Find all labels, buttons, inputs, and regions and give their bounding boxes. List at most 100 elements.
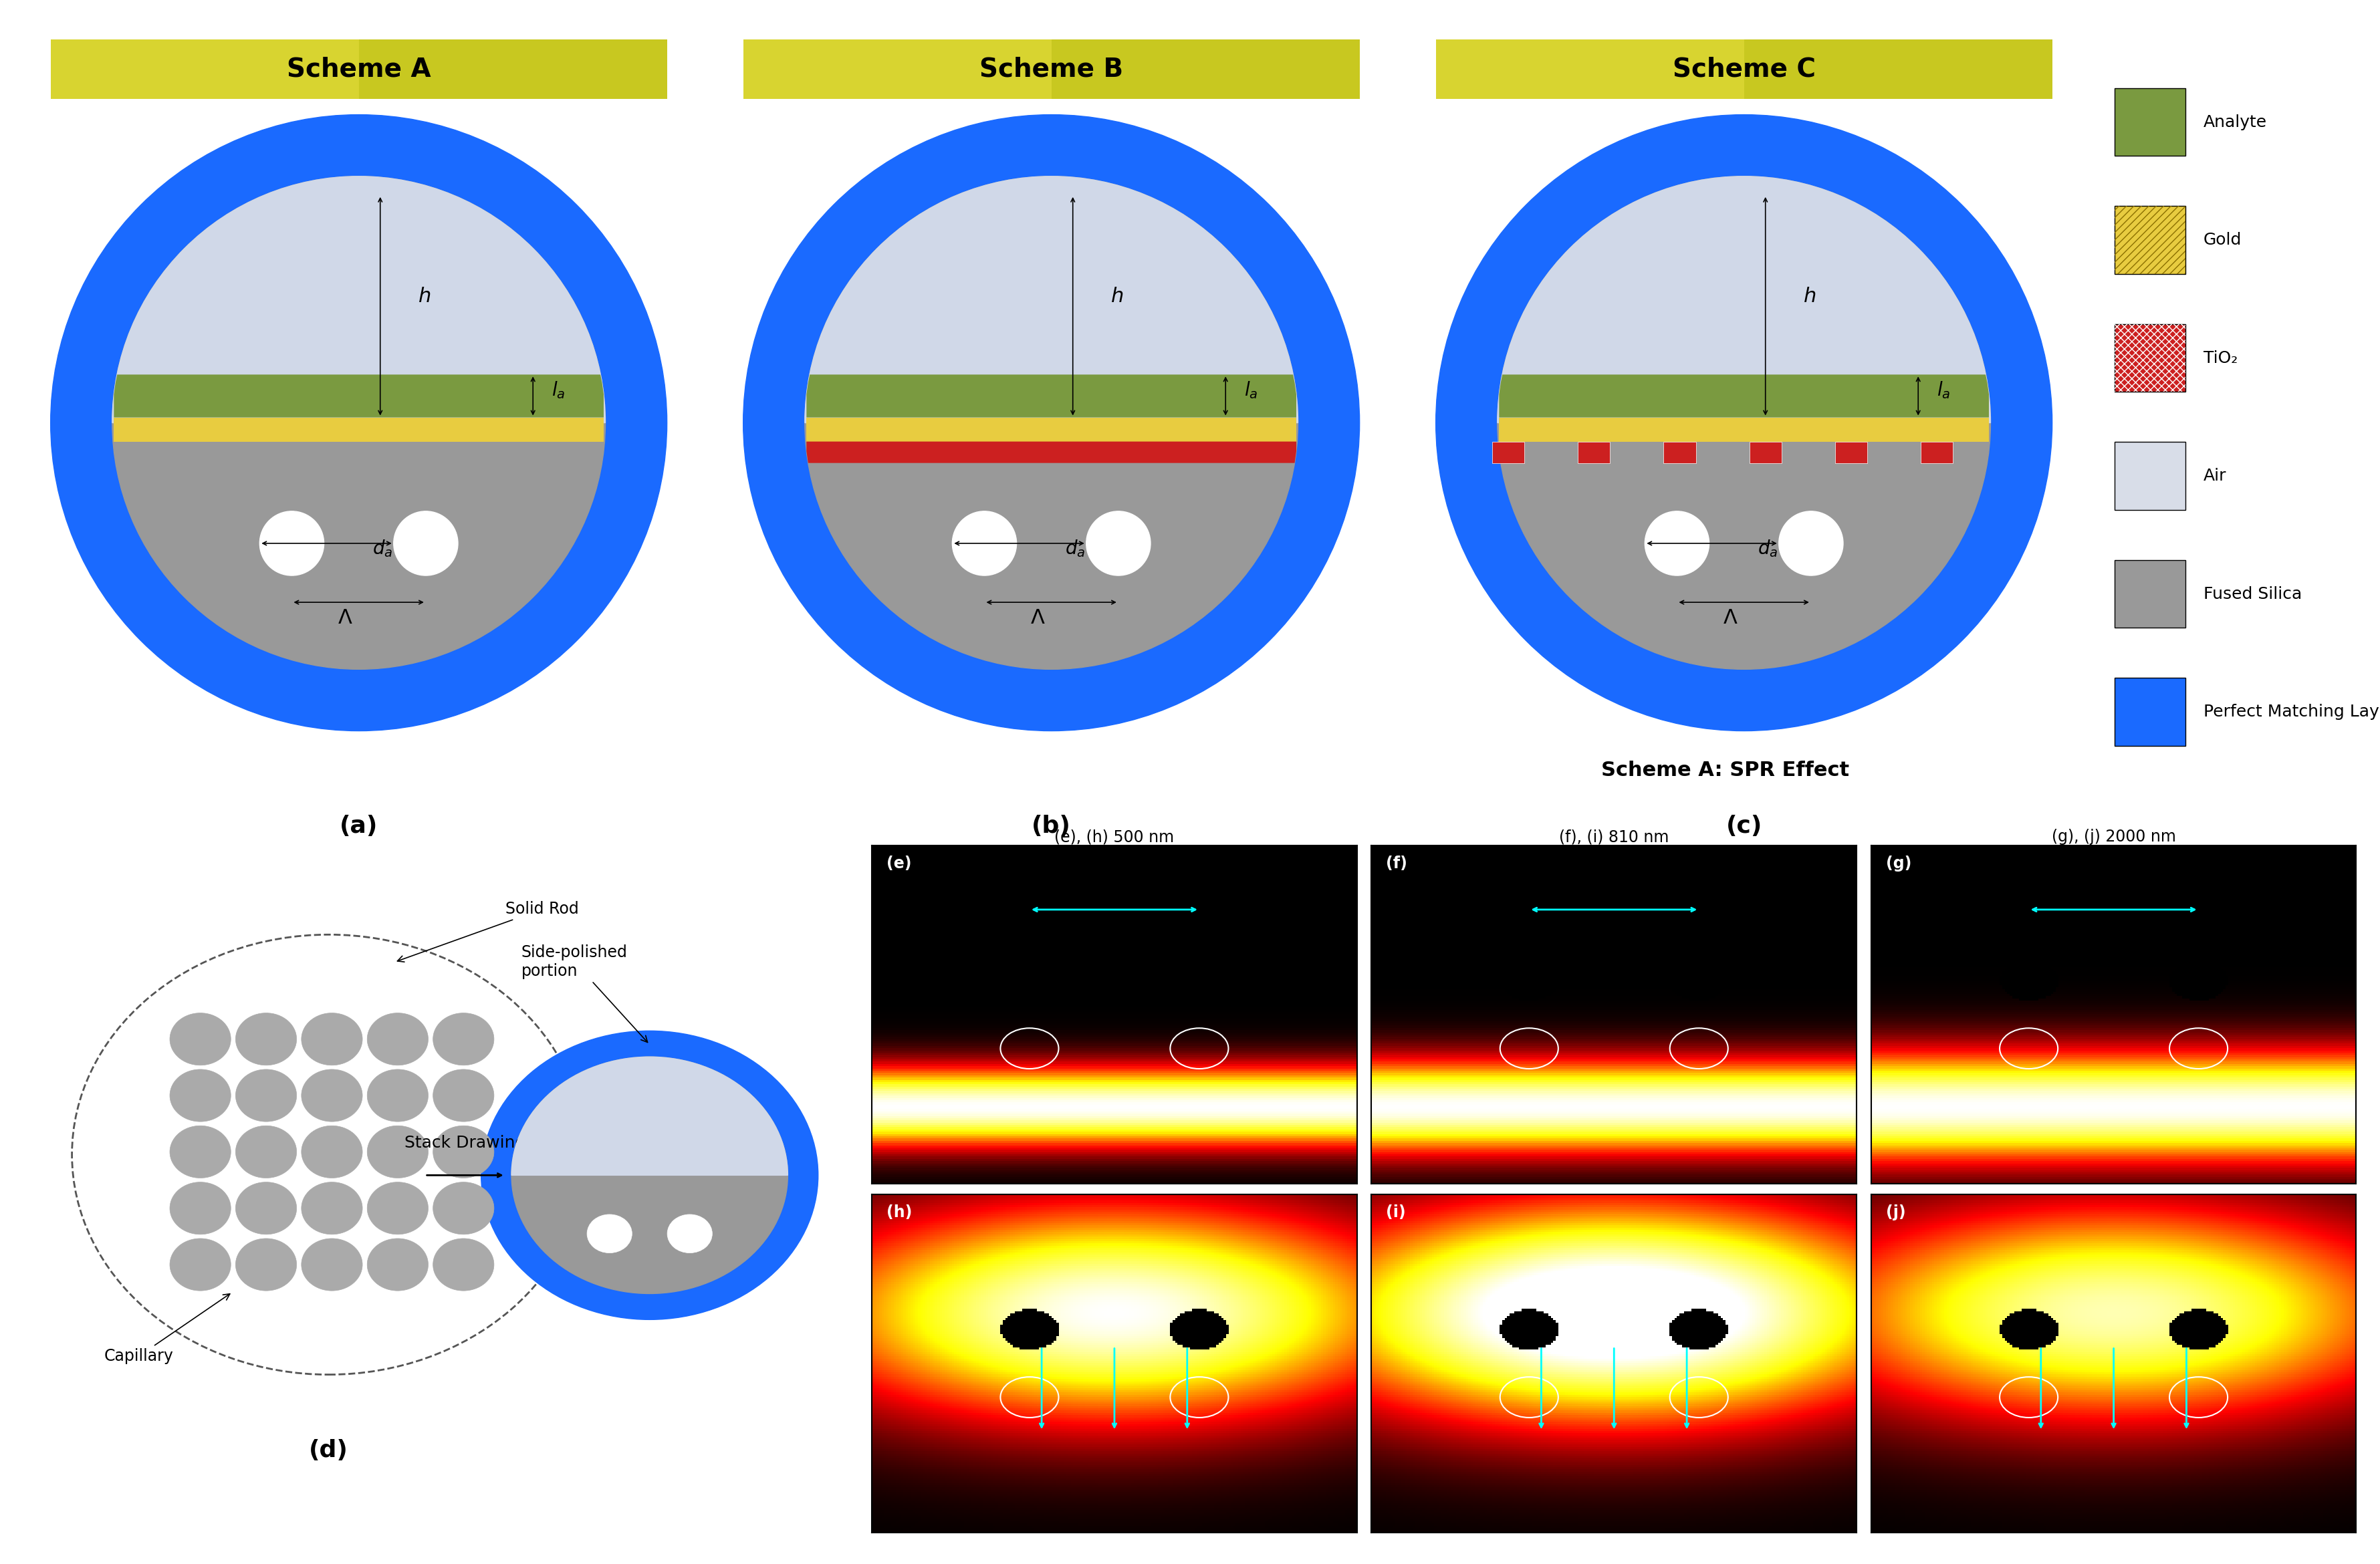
Title: (e), (h) 500 nm: (e), (h) 500 nm bbox=[1054, 829, 1173, 845]
Bar bbox=[1578, 441, 1609, 463]
Wedge shape bbox=[112, 177, 605, 422]
Text: Scheme C: Scheme C bbox=[1673, 56, 1816, 81]
Text: (f): (f) bbox=[1385, 856, 1407, 871]
Text: $\Lambda$: $\Lambda$ bbox=[1031, 608, 1045, 627]
Circle shape bbox=[433, 1239, 495, 1290]
Circle shape bbox=[743, 114, 1359, 730]
Circle shape bbox=[302, 1013, 362, 1065]
Text: (h): (h) bbox=[885, 1204, 912, 1220]
Bar bbox=[2113, 88, 2185, 156]
Circle shape bbox=[1497, 177, 1990, 669]
Polygon shape bbox=[807, 441, 1297, 463]
Bar bbox=[1921, 441, 1954, 463]
Circle shape bbox=[433, 1013, 495, 1065]
Text: Air: Air bbox=[2204, 468, 2228, 483]
FancyBboxPatch shape bbox=[743, 39, 1052, 99]
Text: $l_a$: $l_a$ bbox=[1937, 380, 1952, 400]
Bar bbox=[2113, 560, 2185, 627]
Text: Capillary: Capillary bbox=[105, 1293, 231, 1364]
Circle shape bbox=[393, 511, 457, 576]
Text: Fused Silica: Fused Silica bbox=[2204, 586, 2301, 602]
Bar bbox=[2113, 677, 2185, 746]
Circle shape bbox=[236, 1013, 298, 1065]
Bar bbox=[2113, 324, 2185, 393]
Circle shape bbox=[481, 1031, 819, 1320]
Circle shape bbox=[367, 1126, 428, 1178]
Text: (j): (j) bbox=[1885, 1204, 1906, 1220]
Wedge shape bbox=[1497, 177, 1990, 422]
Circle shape bbox=[259, 511, 324, 576]
Circle shape bbox=[512, 1057, 788, 1293]
Text: (a): (a) bbox=[340, 815, 378, 837]
Text: $d_a$: $d_a$ bbox=[1064, 538, 1085, 558]
Text: Scheme B: Scheme B bbox=[981, 56, 1123, 81]
Text: Analyte: Analyte bbox=[2204, 114, 2268, 130]
Bar bbox=[2113, 324, 2185, 393]
Circle shape bbox=[367, 1013, 428, 1065]
Circle shape bbox=[666, 1214, 712, 1253]
Bar bbox=[1749, 441, 1783, 463]
Polygon shape bbox=[114, 418, 605, 441]
Circle shape bbox=[302, 1182, 362, 1234]
Bar bbox=[1835, 441, 1868, 463]
Circle shape bbox=[302, 1126, 362, 1178]
Polygon shape bbox=[1499, 374, 1990, 418]
Circle shape bbox=[169, 1013, 231, 1065]
Polygon shape bbox=[114, 374, 605, 418]
FancyBboxPatch shape bbox=[743, 39, 1359, 99]
Circle shape bbox=[1435, 114, 2052, 730]
Wedge shape bbox=[512, 1057, 788, 1175]
Circle shape bbox=[302, 1070, 362, 1121]
Text: (g): (g) bbox=[1885, 856, 1911, 871]
Circle shape bbox=[112, 177, 605, 669]
Text: (b): (b) bbox=[1031, 815, 1071, 837]
Bar bbox=[2113, 206, 2185, 274]
FancyBboxPatch shape bbox=[50, 39, 666, 99]
Text: $\Lambda$: $\Lambda$ bbox=[338, 608, 352, 627]
Text: $h$: $h$ bbox=[1111, 286, 1123, 307]
Text: Scheme A: SPR Effect: Scheme A: SPR Effect bbox=[1602, 760, 1849, 780]
Text: $h$: $h$ bbox=[1804, 286, 1816, 307]
Circle shape bbox=[302, 1239, 362, 1290]
Text: $l_a$: $l_a$ bbox=[1245, 380, 1259, 400]
Circle shape bbox=[433, 1070, 495, 1121]
Text: $h$: $h$ bbox=[419, 286, 431, 307]
Circle shape bbox=[367, 1239, 428, 1290]
FancyBboxPatch shape bbox=[50, 39, 359, 99]
FancyBboxPatch shape bbox=[1435, 39, 2052, 99]
Circle shape bbox=[1778, 511, 1842, 576]
Text: Gold: Gold bbox=[2204, 231, 2242, 249]
Bar bbox=[1664, 441, 1697, 463]
Text: (e): (e) bbox=[885, 856, 912, 871]
Text: TiO₂: TiO₂ bbox=[2204, 350, 2237, 366]
Text: (c): (c) bbox=[1726, 815, 1761, 837]
Text: Side-polished
portion: Side-polished portion bbox=[521, 945, 647, 1042]
Bar bbox=[2113, 206, 2185, 274]
Title: (f), (i) 810 nm: (f), (i) 810 nm bbox=[1559, 829, 1668, 845]
Circle shape bbox=[804, 177, 1297, 669]
Title: (g), (j) 2000 nm: (g), (j) 2000 nm bbox=[2052, 829, 2175, 845]
Circle shape bbox=[236, 1182, 298, 1234]
Circle shape bbox=[433, 1182, 495, 1234]
Text: Stack Drawing: Stack Drawing bbox=[405, 1135, 526, 1151]
Polygon shape bbox=[807, 418, 1297, 441]
Bar bbox=[1492, 441, 1523, 463]
Text: $d_a$: $d_a$ bbox=[1756, 538, 1778, 558]
Circle shape bbox=[952, 511, 1016, 576]
Circle shape bbox=[236, 1239, 298, 1290]
Circle shape bbox=[367, 1070, 428, 1121]
Circle shape bbox=[169, 1239, 231, 1290]
Circle shape bbox=[236, 1126, 298, 1178]
Polygon shape bbox=[1499, 418, 1990, 441]
Circle shape bbox=[169, 1070, 231, 1121]
Text: $d_a$: $d_a$ bbox=[371, 538, 393, 558]
Circle shape bbox=[169, 1126, 231, 1178]
Polygon shape bbox=[807, 374, 1297, 418]
Circle shape bbox=[367, 1182, 428, 1234]
FancyBboxPatch shape bbox=[1435, 39, 1745, 99]
Text: $\Lambda$: $\Lambda$ bbox=[1723, 608, 1737, 627]
Circle shape bbox=[236, 1070, 298, 1121]
Circle shape bbox=[169, 1182, 231, 1234]
Circle shape bbox=[50, 114, 666, 730]
Circle shape bbox=[1085, 511, 1150, 576]
